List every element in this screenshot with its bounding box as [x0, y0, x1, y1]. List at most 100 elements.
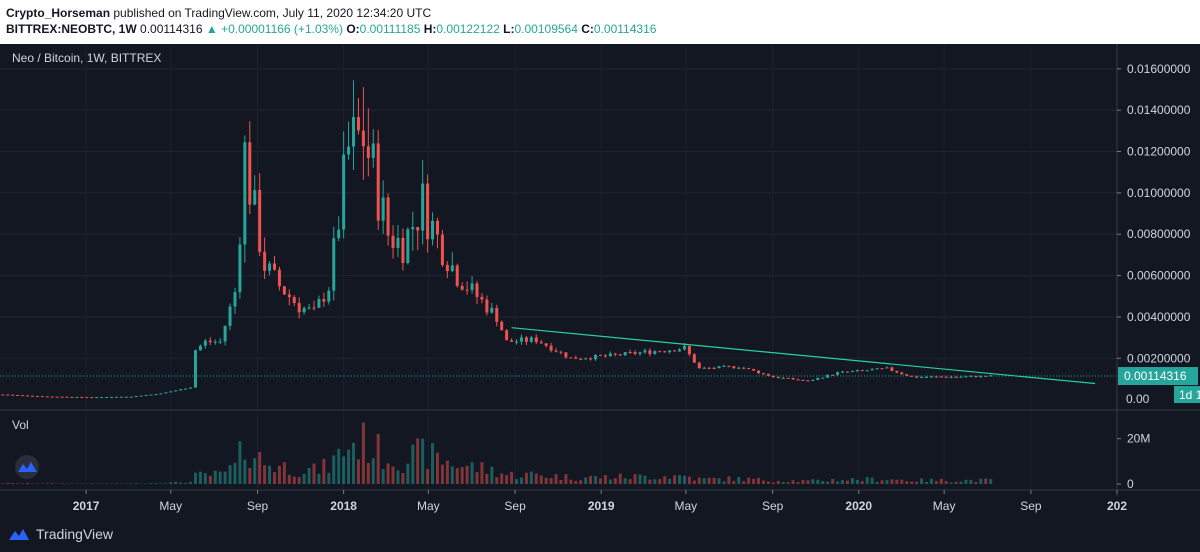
- volume-bar: [574, 480, 578, 484]
- candle-body: [574, 357, 578, 359]
- candle-body: [455, 265, 459, 286]
- candle-body: [297, 303, 301, 313]
- volume-bar: [623, 478, 627, 484]
- volume-bar: [554, 474, 558, 484]
- volume-bar: [954, 481, 958, 484]
- candle-body: [836, 372, 840, 375]
- candles: [1, 80, 993, 399]
- volume-bar: [692, 480, 696, 484]
- brand-text: TradingView: [36, 526, 114, 542]
- candle-body: [16, 394, 20, 396]
- price-chart[interactable]: 0.01600000 0.01400000 0.01200000 0.01000000…: [0, 44, 1200, 526]
- high-label: H:: [423, 22, 437, 36]
- candle-body: [184, 388, 188, 390]
- volume-bar: [169, 482, 173, 484]
- volume-bar: [791, 480, 795, 484]
- volume-bar: [450, 466, 454, 484]
- volume-bar: [870, 477, 874, 484]
- volume-bar: [401, 473, 405, 484]
- volume-bar: [154, 483, 158, 484]
- candle-body: [682, 345, 686, 350]
- ohlc-line: BITTREX:NEOBTC, 1W 0.00114316 ▲ +0.00001…: [6, 22, 656, 36]
- candle-body: [880, 368, 884, 370]
- candle-body: [30, 395, 34, 397]
- open-label: O:: [346, 22, 360, 36]
- volume-bar: [510, 471, 514, 484]
- price-change: ▲ +0.00001166 (+1.03%): [205, 22, 343, 36]
- volume-bar: [490, 466, 494, 484]
- candle-body: [149, 394, 153, 396]
- candle-body: [70, 396, 74, 398]
- low-value: 0.00109564: [514, 22, 578, 36]
- candle-body: [208, 340, 212, 343]
- candle-body: [416, 227, 420, 231]
- volume-bar: [297, 476, 301, 484]
- volume-bar: [60, 483, 64, 484]
- volume-bar: [366, 463, 370, 484]
- chart-background: [0, 44, 1200, 526]
- candle-body: [707, 367, 711, 369]
- volume-bar: [485, 473, 489, 484]
- candle-body: [534, 337, 538, 343]
- candle-body: [426, 183, 430, 240]
- volume-bar: [208, 475, 212, 484]
- low-label: L:: [503, 22, 515, 36]
- price-axis[interactable]: 0.01600000 0.01400000 0.01200000 0.01000000…: [1117, 62, 1191, 365]
- candle-body: [356, 117, 360, 131]
- last-price: 0.00114316: [140, 22, 203, 36]
- price-tick-label: 0.00600000: [1127, 269, 1191, 283]
- current-price-badge: 0.00114316: [1118, 367, 1198, 386]
- candle-body: [431, 220, 435, 240]
- candle-body: [60, 396, 64, 398]
- candle-body: [263, 251, 267, 271]
- candle-body: [771, 375, 775, 378]
- tradingview-brand[interactable]: TradingView: [8, 526, 113, 542]
- candle-body: [465, 289, 469, 291]
- time-tick-label: May: [675, 499, 698, 513]
- time-axis[interactable]: 2017 May Sep 2018 May Sep 2019 May Sep 2020 May Sep…: [73, 490, 1128, 513]
- candle-body: [826, 374, 830, 378]
- candle-body: [648, 350, 652, 354]
- candle-body: [737, 367, 741, 369]
- candle-body: [811, 380, 815, 382]
- volume-bar: [179, 482, 183, 484]
- volume-bar: [263, 465, 267, 484]
- candle-body: [1, 394, 5, 396]
- candle-body: [761, 373, 765, 375]
- volume-bar: [796, 481, 800, 484]
- candle-body: [75, 396, 79, 398]
- candle-body: [816, 378, 820, 381]
- volume-bar: [376, 434, 380, 484]
- volume-bar: [416, 438, 420, 484]
- volume-bar: [678, 474, 682, 484]
- volume-bar: [45, 483, 49, 484]
- time-tick-label: 2019: [588, 499, 615, 513]
- volume-bar: [70, 483, 74, 484]
- candle-body: [243, 142, 247, 245]
- candle-body: [307, 307, 311, 309]
- candle-body: [95, 397, 99, 399]
- candle-body: [920, 376, 924, 378]
- candle-body: [129, 396, 133, 398]
- volume-bar: [811, 479, 815, 484]
- volume-bar: [727, 476, 731, 484]
- volume-bar: [312, 463, 316, 484]
- candle-body: [253, 190, 257, 205]
- candle-body: [337, 229, 341, 239]
- volume-bar: [445, 460, 449, 484]
- volume-toggle-icon[interactable]: [15, 455, 39, 479]
- volume-bar: [268, 465, 272, 484]
- candle-body: [900, 372, 904, 375]
- candle-body: [885, 367, 889, 369]
- volume-axis: 20M 0: [1117, 432, 1150, 491]
- candle-body: [979, 375, 983, 378]
- volume-bar: [959, 481, 963, 484]
- candle-body: [692, 354, 696, 363]
- trendline[interactable]: [511, 327, 1096, 385]
- author-name[interactable]: Crypto_Horseman: [6, 6, 111, 20]
- candle-body: [119, 396, 123, 398]
- price-tick-label: 0.00800000: [1127, 227, 1191, 241]
- open-value: 0.00111185: [359, 22, 421, 36]
- candle-body: [687, 345, 691, 355]
- candle-body: [910, 375, 914, 377]
